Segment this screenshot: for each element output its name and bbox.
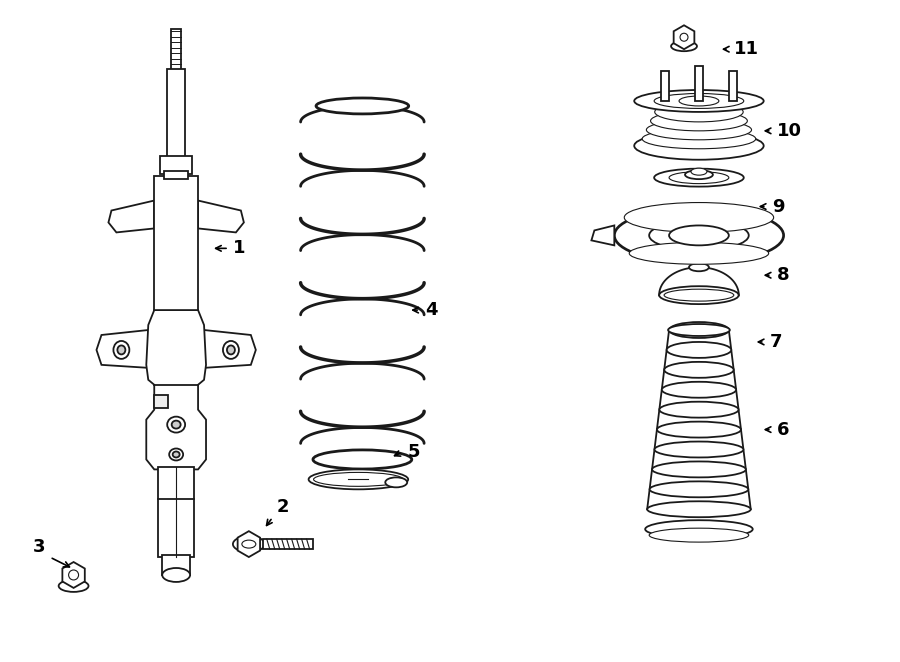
Ellipse shape — [625, 203, 774, 232]
Polygon shape — [204, 330, 256, 368]
Text: 4: 4 — [425, 301, 437, 319]
Ellipse shape — [233, 536, 265, 552]
Bar — [154, 175, 198, 315]
Polygon shape — [154, 395, 168, 408]
Ellipse shape — [650, 481, 748, 497]
Text: 9: 9 — [771, 197, 784, 216]
Bar — [158, 467, 194, 557]
Ellipse shape — [669, 226, 729, 246]
Ellipse shape — [660, 402, 739, 418]
Ellipse shape — [242, 540, 256, 548]
Ellipse shape — [669, 322, 729, 338]
Polygon shape — [238, 531, 260, 557]
Ellipse shape — [58, 580, 88, 592]
Bar — [695, 66, 703, 101]
Text: 10: 10 — [777, 122, 802, 140]
Ellipse shape — [667, 342, 732, 358]
Ellipse shape — [668, 324, 730, 336]
Ellipse shape — [691, 168, 707, 175]
Ellipse shape — [659, 286, 739, 304]
Ellipse shape — [316, 98, 409, 114]
Polygon shape — [147, 310, 206, 469]
Ellipse shape — [309, 469, 409, 489]
Ellipse shape — [313, 450, 412, 469]
Ellipse shape — [664, 362, 734, 378]
Ellipse shape — [169, 448, 183, 461]
Ellipse shape — [634, 90, 764, 112]
Polygon shape — [674, 25, 695, 49]
Ellipse shape — [647, 501, 751, 517]
Ellipse shape — [643, 129, 756, 149]
Ellipse shape — [167, 416, 185, 432]
Ellipse shape — [615, 208, 784, 263]
Text: 5: 5 — [407, 444, 419, 461]
Ellipse shape — [685, 170, 713, 179]
Ellipse shape — [654, 102, 743, 122]
Text: 1: 1 — [233, 240, 246, 258]
Ellipse shape — [313, 473, 403, 487]
Bar — [662, 71, 669, 101]
Ellipse shape — [634, 132, 764, 160]
Ellipse shape — [652, 461, 746, 477]
Polygon shape — [198, 201, 244, 232]
Text: 8: 8 — [777, 266, 789, 284]
Ellipse shape — [172, 420, 181, 428]
Text: 11: 11 — [734, 40, 759, 58]
Ellipse shape — [662, 382, 736, 398]
Ellipse shape — [679, 96, 719, 106]
Ellipse shape — [654, 169, 743, 187]
Bar — [167, 69, 185, 157]
Bar — [160, 156, 192, 173]
Ellipse shape — [173, 451, 180, 457]
Ellipse shape — [669, 171, 729, 183]
Polygon shape — [108, 201, 154, 232]
Polygon shape — [96, 330, 148, 368]
Ellipse shape — [649, 220, 749, 250]
Text: 6: 6 — [777, 420, 789, 439]
Ellipse shape — [649, 528, 749, 542]
Ellipse shape — [680, 33, 688, 41]
Ellipse shape — [689, 263, 709, 271]
Ellipse shape — [654, 93, 743, 109]
Ellipse shape — [227, 346, 235, 354]
Text: 7: 7 — [770, 333, 782, 351]
Ellipse shape — [223, 341, 238, 359]
Ellipse shape — [646, 120, 751, 140]
Ellipse shape — [664, 289, 734, 301]
Ellipse shape — [113, 341, 130, 359]
Polygon shape — [62, 562, 85, 588]
Ellipse shape — [385, 477, 407, 487]
Ellipse shape — [651, 111, 747, 131]
Polygon shape — [659, 267, 739, 295]
Ellipse shape — [671, 41, 697, 51]
Bar — [171, 29, 181, 71]
Text: 3: 3 — [33, 538, 46, 556]
Ellipse shape — [117, 346, 125, 354]
Ellipse shape — [657, 422, 741, 438]
Ellipse shape — [629, 242, 769, 264]
Text: 2: 2 — [276, 498, 289, 516]
Bar — [263, 539, 312, 549]
Polygon shape — [591, 226, 615, 246]
Ellipse shape — [68, 570, 78, 580]
Ellipse shape — [654, 442, 743, 457]
Bar — [164, 171, 188, 179]
Ellipse shape — [645, 520, 752, 538]
Ellipse shape — [162, 568, 190, 582]
Bar — [162, 555, 190, 575]
Bar — [729, 71, 737, 101]
